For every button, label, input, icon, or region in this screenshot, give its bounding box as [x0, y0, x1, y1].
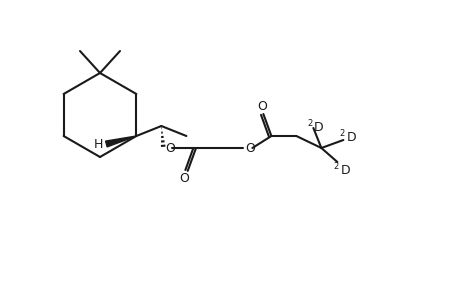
Text: H: H	[94, 137, 103, 151]
Polygon shape	[106, 136, 136, 147]
Text: O: O	[165, 142, 175, 154]
Text: 2: 2	[307, 118, 312, 127]
Text: O: O	[245, 142, 255, 154]
Text: 2: 2	[339, 128, 344, 137]
Text: O: O	[179, 172, 189, 184]
Text: 2: 2	[333, 161, 338, 170]
Text: D: D	[340, 164, 349, 176]
Text: D: D	[346, 130, 355, 143]
Text: D: D	[313, 121, 323, 134]
Text: O: O	[257, 100, 267, 112]
